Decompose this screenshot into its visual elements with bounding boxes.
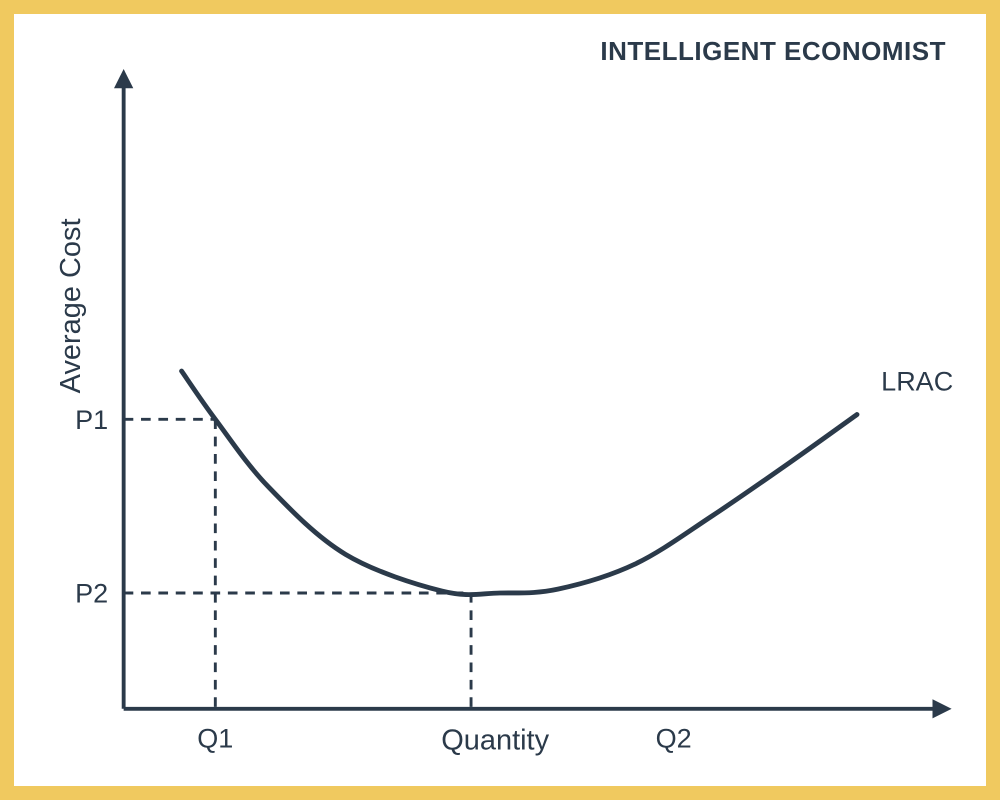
- chart-frame: Quantity Average Cost P1 P2 Q1 Q2 LRAC INTELLI…: [0, 0, 1000, 800]
- tick-p1: P1: [75, 405, 108, 435]
- chart-svg: Quantity Average Cost P1 P2 Q1 Q2 LRAC: [14, 14, 986, 786]
- x-axis-label: Quantity: [441, 724, 549, 756]
- curve-label: LRAC: [881, 366, 953, 396]
- tick-q1: Q1: [197, 723, 233, 753]
- tick-q2: Q2: [656, 723, 692, 753]
- y-axis-label: Average Cost: [55, 219, 87, 394]
- lrac-curve: [182, 371, 858, 595]
- tick-p2: P2: [75, 579, 108, 609]
- watermark: INTELLIGENT ECONOMIST: [600, 36, 946, 67]
